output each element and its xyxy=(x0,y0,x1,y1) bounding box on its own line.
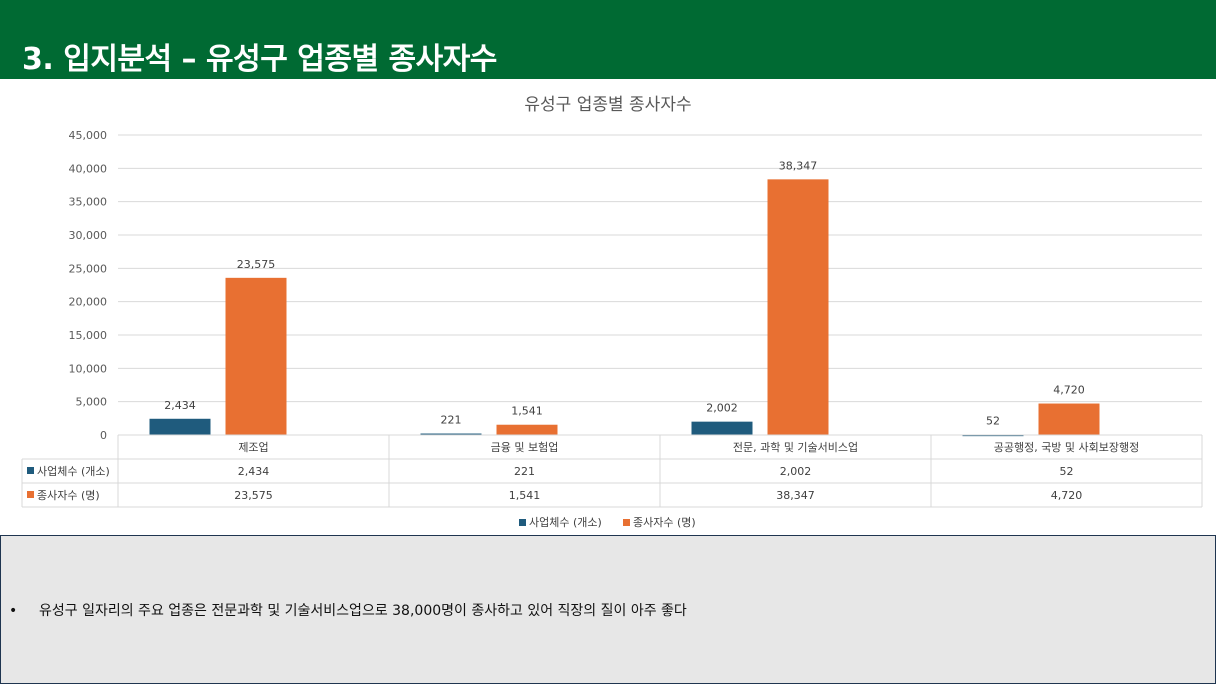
y-tick-label: 30,000 xyxy=(69,229,108,242)
y-tick-label: 15,000 xyxy=(69,329,108,342)
y-tick-label: 20,000 xyxy=(69,296,108,309)
table-row-header: 사업체수 (개소) xyxy=(37,465,110,478)
data-label: 221 xyxy=(441,414,462,427)
summary-text: 유성구 일자리의 주요 업종은 전문과학 및 기술서비스업으로 38,000명이… xyxy=(39,603,687,619)
data-label: 1,541 xyxy=(511,405,543,418)
bar-employees xyxy=(225,277,287,435)
bar-businesses xyxy=(149,418,211,435)
y-tick-label: 45,000 xyxy=(69,129,108,142)
table-cell: 23,575 xyxy=(234,489,273,502)
data-label: 23,575 xyxy=(237,258,276,271)
bar-employees xyxy=(767,179,829,435)
y-tick-label: 0 xyxy=(100,429,107,442)
table-cell: 38,347 xyxy=(776,489,815,502)
data-label: 38,347 xyxy=(779,159,818,172)
data-label: 2,002 xyxy=(706,402,738,415)
category-label: 공공행정, 국방 및 사회보장행정 xyxy=(994,441,1140,454)
bar-employees xyxy=(496,424,558,435)
page-title: 3. 입지분석 – 유성구 업종별 종사자수 xyxy=(22,42,497,77)
y-tick-label: 5,000 xyxy=(76,396,108,409)
data-label: 2,434 xyxy=(164,399,196,412)
bullet-icon: • xyxy=(9,603,18,619)
category-label: 전문, 과학 및 기술서비스업 xyxy=(733,441,858,454)
table-cell: 2,434 xyxy=(238,465,270,478)
table-cell: 221 xyxy=(514,465,535,478)
y-tick-label: 35,000 xyxy=(69,196,108,209)
table-legend-key xyxy=(27,467,34,474)
table-row-header: 종사자수 (명) xyxy=(37,489,100,502)
y-tick-label: 40,000 xyxy=(69,162,108,175)
bar-businesses xyxy=(420,433,482,436)
summary-bullet-item: • 유성구 일자리의 주요 업종은 전문과학 및 기술서비스업으로 38,000명… xyxy=(9,600,687,620)
data-label: 4,720 xyxy=(1053,384,1085,397)
legend-label: 사업체수 (개소) xyxy=(529,516,602,529)
table-cell: 2,002 xyxy=(780,465,812,478)
data-label: 52 xyxy=(986,415,1000,428)
legend-swatch xyxy=(623,519,630,526)
y-tick-label: 10,000 xyxy=(69,362,108,375)
chart-title: 유성구 업종별 종사자수 xyxy=(524,95,691,115)
category-label: 금융 및 보험업 xyxy=(491,441,559,454)
legend-label: 종사자수 (명) xyxy=(633,516,696,529)
header-bar: 3. 입지분석 – 유성구 업종별 종사자수 xyxy=(0,0,1216,79)
table-cell: 52 xyxy=(1060,465,1074,478)
table-cell: 1,541 xyxy=(509,489,541,502)
summary-box: • 유성구 일자리의 주요 업종은 전문과학 및 기술서비스업으로 38,000명… xyxy=(0,535,1216,684)
table-legend-key xyxy=(27,491,34,498)
y-tick-label: 25,000 xyxy=(69,262,108,275)
bar-employees xyxy=(1038,403,1100,435)
chart: 유성구 업종별 종사자수 0 5,000 10,000 15,000 20,000 25,0… xyxy=(21,95,1203,529)
table-cell: 4,720 xyxy=(1051,489,1083,502)
legend-swatch xyxy=(519,519,526,526)
bar-businesses xyxy=(691,421,753,435)
category-label: 제조업 xyxy=(238,441,268,454)
